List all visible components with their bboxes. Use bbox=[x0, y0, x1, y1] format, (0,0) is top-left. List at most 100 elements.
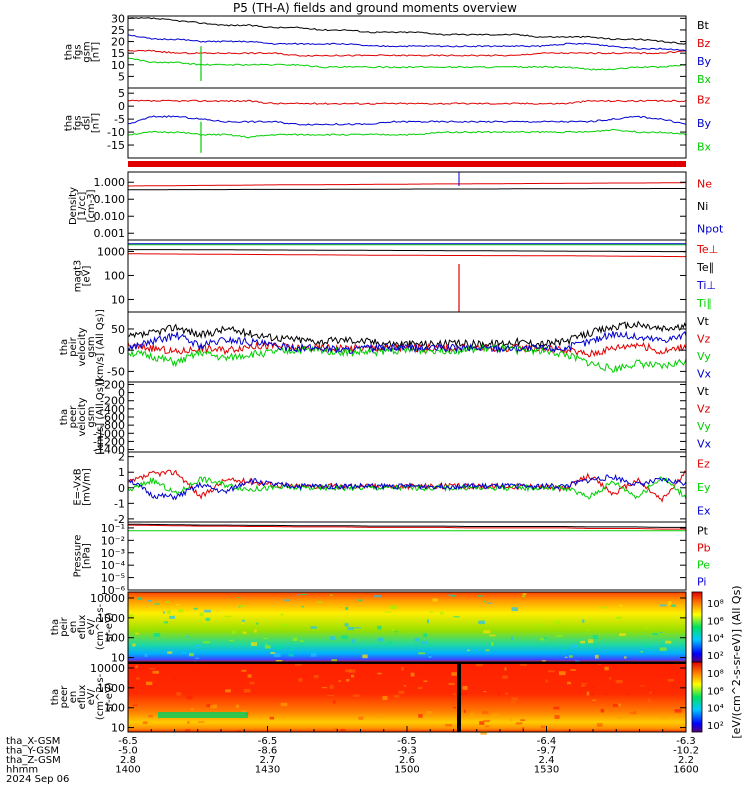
spectrogram-texture bbox=[418, 671, 424, 675]
y-tick-label: 1 bbox=[118, 466, 125, 479]
legend-Ez: Ez bbox=[697, 458, 710, 471]
y-tick-label: -200 bbox=[100, 395, 125, 408]
panel-frame bbox=[127, 15, 687, 89]
spectrogram-texture bbox=[522, 593, 527, 595]
spectrogram-texture bbox=[520, 719, 526, 721]
x-row-value: 2.8 bbox=[120, 755, 136, 766]
spectrogram-texture bbox=[394, 631, 398, 633]
spectrogram-texture bbox=[486, 602, 493, 604]
spectrogram-texture bbox=[504, 667, 507, 671]
spectrogram-texture bbox=[348, 669, 356, 673]
spectrogram-texture bbox=[448, 594, 453, 596]
spectrogram-texture bbox=[646, 704, 652, 708]
legend-Ex: Ex bbox=[697, 504, 711, 517]
legend-Ey: Ey bbox=[697, 481, 711, 494]
spectrogram-texture bbox=[203, 641, 211, 644]
spectrogram-texture bbox=[289, 648, 295, 651]
y-tick-label: 10⁻³ bbox=[101, 547, 125, 560]
y-axis-label-line: gsm bbox=[82, 41, 93, 62]
spectrogram-texture bbox=[626, 665, 631, 668]
series-line-Te⊥ bbox=[128, 253, 686, 258]
spectrogram-texture bbox=[481, 710, 489, 715]
series-line-Pt bbox=[128, 523, 686, 528]
x-row-value: -6.5 bbox=[118, 736, 138, 747]
legend-By: By bbox=[697, 55, 712, 68]
spectrogram-texture bbox=[554, 715, 560, 719]
legend-Pb: Pb bbox=[697, 542, 711, 555]
series-group-p8 bbox=[128, 523, 686, 532]
legend-Bt: Bt bbox=[697, 19, 710, 32]
spectrogram-texture bbox=[418, 652, 426, 655]
spectrogram-texture bbox=[581, 684, 585, 687]
spectrogram-texture bbox=[541, 660, 546, 662]
y-axis-label-line: peir bbox=[59, 616, 70, 636]
legend-Te∥: Te∥ bbox=[696, 261, 714, 274]
legend-Ti∥: Ti∥ bbox=[696, 297, 712, 310]
spectrogram-texture bbox=[568, 655, 573, 658]
spectrogram-texture bbox=[616, 703, 621, 707]
spectrogram-texture bbox=[586, 691, 590, 696]
spectrogram-texture bbox=[351, 639, 355, 644]
spectrogram-texture bbox=[329, 684, 334, 689]
series-line-Vx bbox=[128, 330, 686, 355]
y-axis-label-line: sr-eV) bbox=[104, 682, 115, 711]
spectrogram-texture bbox=[242, 619, 245, 622]
y-axis-label-line: tha bbox=[59, 339, 70, 355]
y-tick-label: 1.000 bbox=[94, 176, 126, 189]
y-tick-label: 10 bbox=[111, 293, 125, 306]
y-axis-label-line: [km/s] (All Qs)] bbox=[95, 309, 106, 385]
spectrogram-texture bbox=[247, 674, 252, 678]
legend-Te⊥: Te⊥ bbox=[696, 243, 718, 256]
x-row-value: 2.6 bbox=[399, 755, 415, 766]
spectrogram-texture bbox=[491, 642, 494, 646]
spectrogram-texture bbox=[374, 595, 382, 598]
y-axis-label-line: [km/s] (All Qs)] bbox=[95, 379, 106, 455]
spectrogram-texture bbox=[377, 672, 382, 675]
y-tick-label: 10⁻⁵ bbox=[101, 572, 125, 585]
spectrogram-texture bbox=[587, 639, 594, 644]
spectrogram-texture bbox=[426, 619, 430, 624]
spectrogram-texture bbox=[545, 679, 548, 683]
spectrogram-texture bbox=[198, 721, 205, 723]
y-axis-label-line: (cm^2-s- bbox=[95, 673, 106, 720]
spectrogram-texture bbox=[341, 635, 348, 639]
spectrogram-texture bbox=[545, 617, 551, 620]
y-axis-label: Density[1/cc][cm-3] bbox=[68, 187, 97, 225]
spectrogram-texture bbox=[521, 727, 525, 730]
y-axis-label: magt3[eV] bbox=[73, 260, 93, 293]
spectrogram-texture bbox=[194, 644, 200, 647]
legend-Vt: Vt bbox=[697, 315, 710, 328]
panel-p3: 1.000 0.100 0.010 0.001 Density[1/cc][cm-3] N… bbox=[68, 171, 724, 241]
spectrogram-texture bbox=[206, 704, 214, 708]
spectrogram-texture bbox=[674, 709, 682, 713]
spectrogram-texture bbox=[330, 636, 336, 640]
spectrogram-texture bbox=[314, 730, 317, 733]
y-axis-label-line: tha bbox=[64, 115, 75, 131]
y-axis-label-line: peer bbox=[68, 405, 79, 429]
x-row-value: 2.4 bbox=[539, 755, 555, 766]
spectrogram-texture bbox=[236, 597, 241, 599]
spectrogram-texture bbox=[391, 628, 395, 631]
spectrogram-gap-line bbox=[128, 662, 686, 664]
y-tick-label: 0 bbox=[118, 100, 125, 113]
spectrogram-texture bbox=[241, 621, 244, 625]
spectrogram-texture bbox=[510, 700, 516, 704]
spectrogram-texture bbox=[418, 714, 423, 718]
spectrogram-texture bbox=[390, 605, 397, 609]
spectrogram-texture bbox=[275, 660, 283, 663]
y-tick-label: -800 bbox=[100, 419, 125, 432]
y-axis-label-line: eflux bbox=[77, 615, 88, 640]
y-axis-label-line: [cm-3] bbox=[86, 189, 97, 222]
spectrogram-texture bbox=[476, 662, 483, 667]
y-tick-label: 2 bbox=[118, 451, 125, 464]
spectrogram-texture bbox=[146, 646, 149, 649]
spectrogram-texture bbox=[463, 709, 466, 713]
spectrogram-texture bbox=[181, 652, 187, 654]
x-row-value: 2.7 bbox=[260, 755, 276, 766]
y-tick-label: 0.001 bbox=[94, 227, 126, 240]
spectrogram-texture bbox=[582, 619, 585, 623]
spectrogram-texture bbox=[358, 716, 364, 720]
colorbar-tick-label: 10⁶ bbox=[707, 686, 724, 697]
spectrogram-texture bbox=[148, 714, 153, 718]
